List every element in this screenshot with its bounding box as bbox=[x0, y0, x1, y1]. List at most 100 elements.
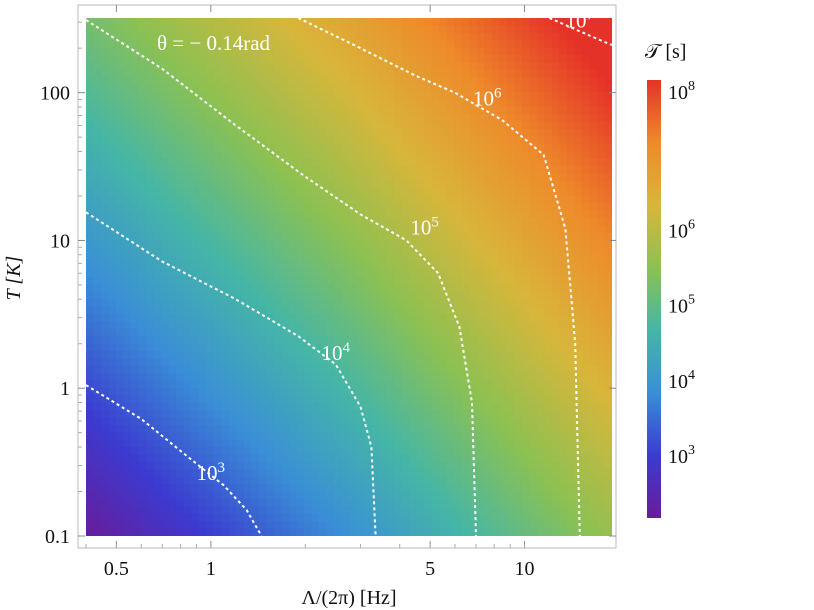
heatmap-cell bbox=[446, 40, 455, 49]
heatmap-cell bbox=[409, 417, 418, 426]
heatmap-cell bbox=[356, 447, 365, 456]
heatmap-cell bbox=[101, 203, 110, 211]
heatmap-cell bbox=[424, 232, 433, 241]
heatmap-cell bbox=[409, 277, 418, 285]
heatmap-cell bbox=[318, 528, 328, 536]
heatmap-cell bbox=[446, 499, 455, 507]
heatmap-cell bbox=[506, 114, 515, 123]
heatmap-cell bbox=[138, 173, 147, 182]
heatmap-cell bbox=[521, 32, 530, 41]
heatmap-cell bbox=[356, 425, 365, 433]
heatmap-cell bbox=[108, 299, 117, 308]
heatmap-cell bbox=[394, 114, 403, 123]
heatmap-cell bbox=[206, 18, 215, 26]
heatmap-cell bbox=[394, 328, 403, 337]
heatmap-cell bbox=[491, 25, 500, 34]
heatmap-cell bbox=[281, 62, 290, 71]
heatmap-cell bbox=[604, 77, 612, 86]
heatmap-cell bbox=[446, 358, 455, 367]
heatmap-cell bbox=[93, 365, 102, 374]
heatmap-cell bbox=[146, 491, 155, 500]
heatmap-cell bbox=[536, 528, 545, 536]
heatmap-cell bbox=[446, 506, 455, 515]
heatmap-cell bbox=[198, 528, 207, 536]
heatmap-cell bbox=[431, 328, 440, 337]
heatmap-cell bbox=[341, 291, 350, 300]
heatmap-cell bbox=[446, 439, 455, 448]
heatmap-cell bbox=[303, 425, 313, 433]
heatmap-cell bbox=[101, 262, 110, 271]
heatmap-cell bbox=[401, 47, 410, 56]
heatmap-cell bbox=[544, 528, 553, 536]
heatmap-cell bbox=[138, 151, 147, 160]
heatmap-cell bbox=[551, 151, 560, 160]
heatmap-cell bbox=[206, 358, 215, 367]
heatmap-cell bbox=[168, 365, 177, 374]
heatmap-cell bbox=[454, 114, 463, 123]
heatmap-cell bbox=[213, 284, 222, 293]
heatmap-cell bbox=[529, 269, 538, 278]
heatmap-cell bbox=[544, 314, 553, 322]
heatmap-cell bbox=[499, 240, 508, 248]
heatmap-cell bbox=[454, 410, 463, 419]
heatmap-cell bbox=[131, 121, 140, 130]
heatmap-cell bbox=[581, 114, 591, 123]
heatmap-cell bbox=[394, 77, 403, 86]
heatmap-cell bbox=[153, 380, 162, 389]
heatmap-cell bbox=[506, 84, 515, 93]
heatmap-cell bbox=[288, 217, 297, 226]
heatmap-cell bbox=[288, 247, 297, 256]
heatmap-cell bbox=[311, 217, 320, 226]
heatmap-cell bbox=[191, 210, 200, 219]
heatmap-cell bbox=[131, 425, 140, 433]
heatmap-cell bbox=[431, 210, 440, 219]
heatmap-cell bbox=[176, 373, 185, 382]
heatmap-cell bbox=[168, 314, 177, 322]
heatmap-cell bbox=[153, 188, 162, 197]
heatmap-cell bbox=[476, 513, 485, 522]
heatmap-cell bbox=[371, 143, 380, 152]
heatmap-cell bbox=[326, 358, 335, 367]
heatmap-cell bbox=[221, 121, 230, 130]
heatmap-cell bbox=[401, 321, 410, 330]
heatmap-cell bbox=[221, 254, 230, 263]
heatmap-cell bbox=[138, 129, 147, 137]
heatmap-cell bbox=[379, 336, 388, 345]
heatmap-cell bbox=[251, 365, 260, 374]
heatmap-cell bbox=[371, 195, 380, 204]
heatmap-cell bbox=[544, 173, 553, 182]
heatmap-cell bbox=[424, 195, 433, 204]
heatmap-cell bbox=[311, 240, 320, 248]
heatmap-cell bbox=[146, 395, 155, 404]
heatmap-cell bbox=[514, 432, 523, 441]
heatmap-cell bbox=[303, 499, 313, 507]
heatmap-cell bbox=[439, 402, 448, 411]
heatmap-cell bbox=[221, 84, 230, 93]
heatmap-cell bbox=[484, 77, 493, 86]
heatmap-cell bbox=[521, 373, 530, 382]
heatmap-cell bbox=[236, 173, 245, 182]
heatmap-cell bbox=[596, 114, 606, 123]
heatmap-cell bbox=[176, 321, 185, 330]
heatmap-cell bbox=[544, 365, 553, 374]
heatmap-cell bbox=[401, 284, 410, 293]
heatmap-cell bbox=[394, 417, 403, 426]
heatmap-cell bbox=[604, 388, 612, 396]
heatmap-cell bbox=[296, 469, 305, 478]
heatmap-cell bbox=[176, 210, 185, 219]
heatmap-cell bbox=[371, 306, 380, 315]
heatmap-cell bbox=[318, 284, 328, 293]
heatmap-cell bbox=[131, 158, 140, 167]
heatmap-cell bbox=[356, 277, 365, 285]
heatmap-cell bbox=[424, 55, 433, 63]
heatmap-cell bbox=[318, 254, 328, 263]
heatmap-cell bbox=[138, 314, 147, 322]
heatmap-cell bbox=[386, 62, 395, 71]
heatmap-cell bbox=[288, 240, 297, 248]
heatmap-cell bbox=[589, 203, 598, 211]
heatmap-cell bbox=[521, 277, 530, 285]
heatmap-cell bbox=[431, 254, 440, 263]
heatmap-cell bbox=[326, 380, 335, 389]
heatmap-cell bbox=[236, 136, 245, 145]
heatmap-cell bbox=[116, 188, 125, 197]
